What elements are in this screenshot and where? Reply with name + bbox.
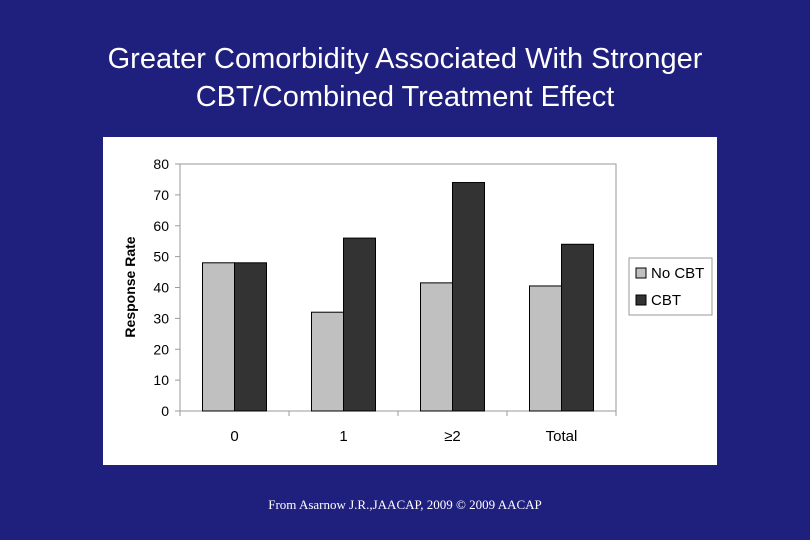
y-tick-label: 40 [153,280,169,296]
bar-no-cbt [202,262,235,412]
y-axis-label: Response Rate [122,236,138,337]
y-tick-label: 80 [153,156,169,172]
slide-title-line-2: CBT/Combined Treatment Effect [195,81,615,113]
y-axis: 0 10 20 30 40 50 60 70 80 [153,156,180,419]
bar-no-cbt [420,282,453,412]
bar-chart: Response Rate 0 10 20 30 40 50 60 70 80 0 1 ≥2 Tota… [122,156,713,445]
y-tick-label: 50 [153,249,169,265]
bar-cbt [234,262,267,412]
x-axis: 0 1 ≥2 Total [179,411,617,445]
legend-swatch-cbt [635,294,647,306]
bars [202,182,594,412]
chart-panel: Response Rate 0 10 20 30 40 50 60 70 80 0 1 ≥2 Tota… [103,137,717,465]
source-note: From Asarnow J.R.,JAACAP, 2009 © 2009 AA… [268,497,542,512]
x-tick-label: 0 [230,428,238,445]
bar-no-cbt [311,311,344,412]
bar-cbt [343,237,376,412]
x-tick-label: 1 [339,428,347,445]
y-tick-label: 60 [153,218,169,234]
y-tick-label: 0 [161,403,169,419]
y-tick-label: 70 [153,187,169,203]
bar-no-cbt [529,285,562,412]
y-tick-label: 20 [153,341,169,357]
legend: No CBT CBT [628,257,713,316]
legend-swatch-no-cbt [635,267,647,279]
x-tick-label: ≥2 [444,428,461,445]
x-tick-label: Total [546,428,578,445]
y-tick-label: 10 [153,372,169,388]
bar-cbt [452,182,485,412]
bar-cbt [561,243,594,412]
slide-title-line-1: Greater Comorbidity Associated With Stro… [107,43,703,75]
slide-title: Greater Comorbidity Associated With Stro… [0,40,810,116]
y-tick-label: 30 [153,310,169,326]
legend-label-no-cbt: No CBT [651,265,704,282]
legend-label-cbt: CBT [651,292,681,309]
